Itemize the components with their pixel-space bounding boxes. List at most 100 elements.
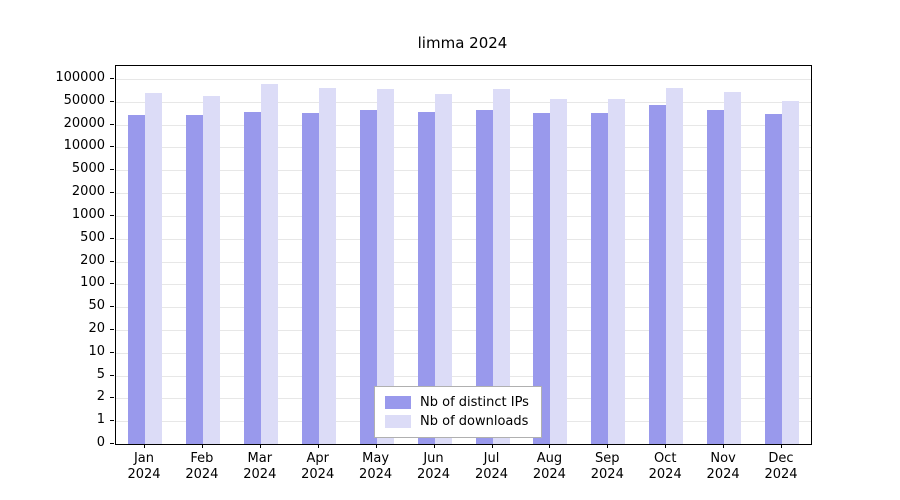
gridline — [116, 307, 811, 309]
bar-distinct-ips — [765, 114, 782, 444]
x-tick-label: Jun 2024 — [416, 451, 451, 482]
bar-downloads — [376, 88, 394, 444]
x-tick-label: Oct 2024 — [648, 451, 682, 482]
gridline — [116, 238, 811, 240]
x-tick-mark — [144, 444, 145, 448]
gridline — [116, 261, 811, 263]
legend-distinct-ips-label: Nb of distinct IPs — [420, 395, 529, 410]
bar-downloads — [434, 94, 452, 444]
x-tick-mark — [201, 444, 203, 448]
x-tick-mark — [607, 444, 609, 448]
x-tick-label: Dec 2024 — [764, 451, 798, 482]
legend-item-downloads: Nb of downloads — [385, 412, 529, 431]
gridline — [116, 124, 811, 126]
y-tick-label: 50000 — [63, 92, 105, 108]
bar-downloads — [260, 83, 278, 444]
bar-distinct-ips — [649, 105, 667, 444]
y-tick-mark — [110, 374, 114, 376]
bar-distinct-ips — [301, 112, 319, 444]
y-axis: 0 1 2 5 10 20 50 100 200 500 1000 2000 5000 10000 2000… — [0, 65, 115, 450]
bar-downloads — [202, 95, 220, 444]
y-tick-label: 10000 — [63, 138, 105, 154]
gridline — [116, 193, 811, 195]
y-tick-mark — [110, 100, 114, 102]
y-tick-label: 100 — [80, 275, 105, 291]
y-tick-mark — [110, 260, 114, 262]
y-tick-mark — [110, 306, 114, 308]
x-tick-label: Aug 2024 — [532, 451, 566, 482]
y-tick-label: 20000 — [63, 115, 105, 131]
y-tick-label: 0 — [96, 435, 105, 450]
bar-distinct-ips — [243, 112, 261, 444]
bar-distinct-ips — [533, 112, 551, 444]
x-tick-mark — [665, 444, 667, 448]
gridline — [116, 101, 811, 103]
y-tick-label: 1 — [96, 412, 105, 428]
x-tick-mark — [317, 444, 319, 448]
bar-downloads — [724, 91, 742, 444]
y-tick-label: 200 — [80, 252, 105, 268]
y-tick-label: 5000 — [71, 161, 105, 177]
y-tick-label: 2 — [96, 389, 105, 405]
y-tick-mark — [110, 146, 114, 148]
y-tick-mark — [110, 237, 114, 239]
y-tick-mark — [110, 169, 114, 171]
x-tick-mark — [375, 444, 377, 448]
gridline — [116, 352, 811, 354]
bar-distinct-ips — [591, 112, 609, 444]
x-tick-mark — [433, 444, 435, 448]
x-tick-label: Apr 2024 — [301, 451, 335, 482]
y-tick-label: 10 — [88, 343, 105, 359]
gridline — [116, 215, 811, 217]
bar-downloads — [666, 87, 684, 444]
y-tick-label: 100000 — [55, 70, 105, 85]
x-tick-mark — [781, 444, 782, 448]
gridline — [116, 170, 811, 172]
chart-title: limma 2024 — [417, 34, 508, 52]
y-tick-label: 500 — [80, 229, 105, 245]
plot-area: Nb of distinct IPs Nb of downloads — [115, 65, 812, 445]
y-tick-mark — [110, 78, 114, 79]
y-tick-label: 2000 — [71, 184, 105, 200]
legend-distinct-ips-swatch — [385, 396, 411, 409]
x-tick-label: Sep 2024 — [590, 451, 624, 482]
x-tick-label: Jul 2024 — [474, 451, 509, 482]
gridline — [116, 284, 811, 286]
legend: Nb of distinct IPs Nb of downloads — [374, 386, 542, 438]
x-tick-mark — [491, 444, 493, 448]
bar-distinct-ips — [185, 114, 203, 444]
legend-item-distinct-ips: Nb of distinct IPs — [385, 393, 529, 412]
bar-downloads — [145, 93, 162, 444]
y-tick-mark — [110, 443, 114, 444]
bar-distinct-ips — [128, 114, 145, 444]
y-tick-mark — [110, 328, 114, 330]
x-tick-label: Nov 2024 — [706, 451, 740, 482]
y-tick-mark — [110, 123, 114, 125]
x-tick-label: Jan 2024 — [127, 451, 161, 482]
bar-downloads — [492, 88, 510, 444]
y-tick-mark — [110, 214, 114, 216]
y-tick-mark — [110, 397, 114, 399]
x-tick-label: Feb 2024 — [185, 451, 219, 482]
legend-downloads-swatch — [385, 415, 411, 428]
gridline — [116, 375, 811, 377]
x-tick-label: Mar 2024 — [243, 451, 277, 482]
bar-downloads — [782, 100, 799, 444]
legend-downloads-label: Nb of downloads — [420, 414, 529, 429]
bar-distinct-ips — [707, 110, 725, 444]
bar-distinct-ips — [417, 111, 435, 444]
y-tick-mark — [110, 283, 114, 285]
bar-downloads — [608, 98, 626, 444]
gridline — [116, 329, 811, 331]
x-tick-mark — [259, 444, 261, 448]
x-tick-mark — [723, 444, 725, 448]
y-tick-label: 20 — [88, 320, 105, 336]
gridline — [116, 147, 811, 149]
y-tick-label: 5 — [96, 366, 105, 382]
y-tick-mark — [110, 192, 114, 194]
y-tick-label: 50 — [88, 298, 105, 314]
x-tick-mark — [549, 444, 551, 448]
bar-downloads — [550, 98, 568, 444]
x-tick-label: May 2024 — [359, 451, 393, 482]
